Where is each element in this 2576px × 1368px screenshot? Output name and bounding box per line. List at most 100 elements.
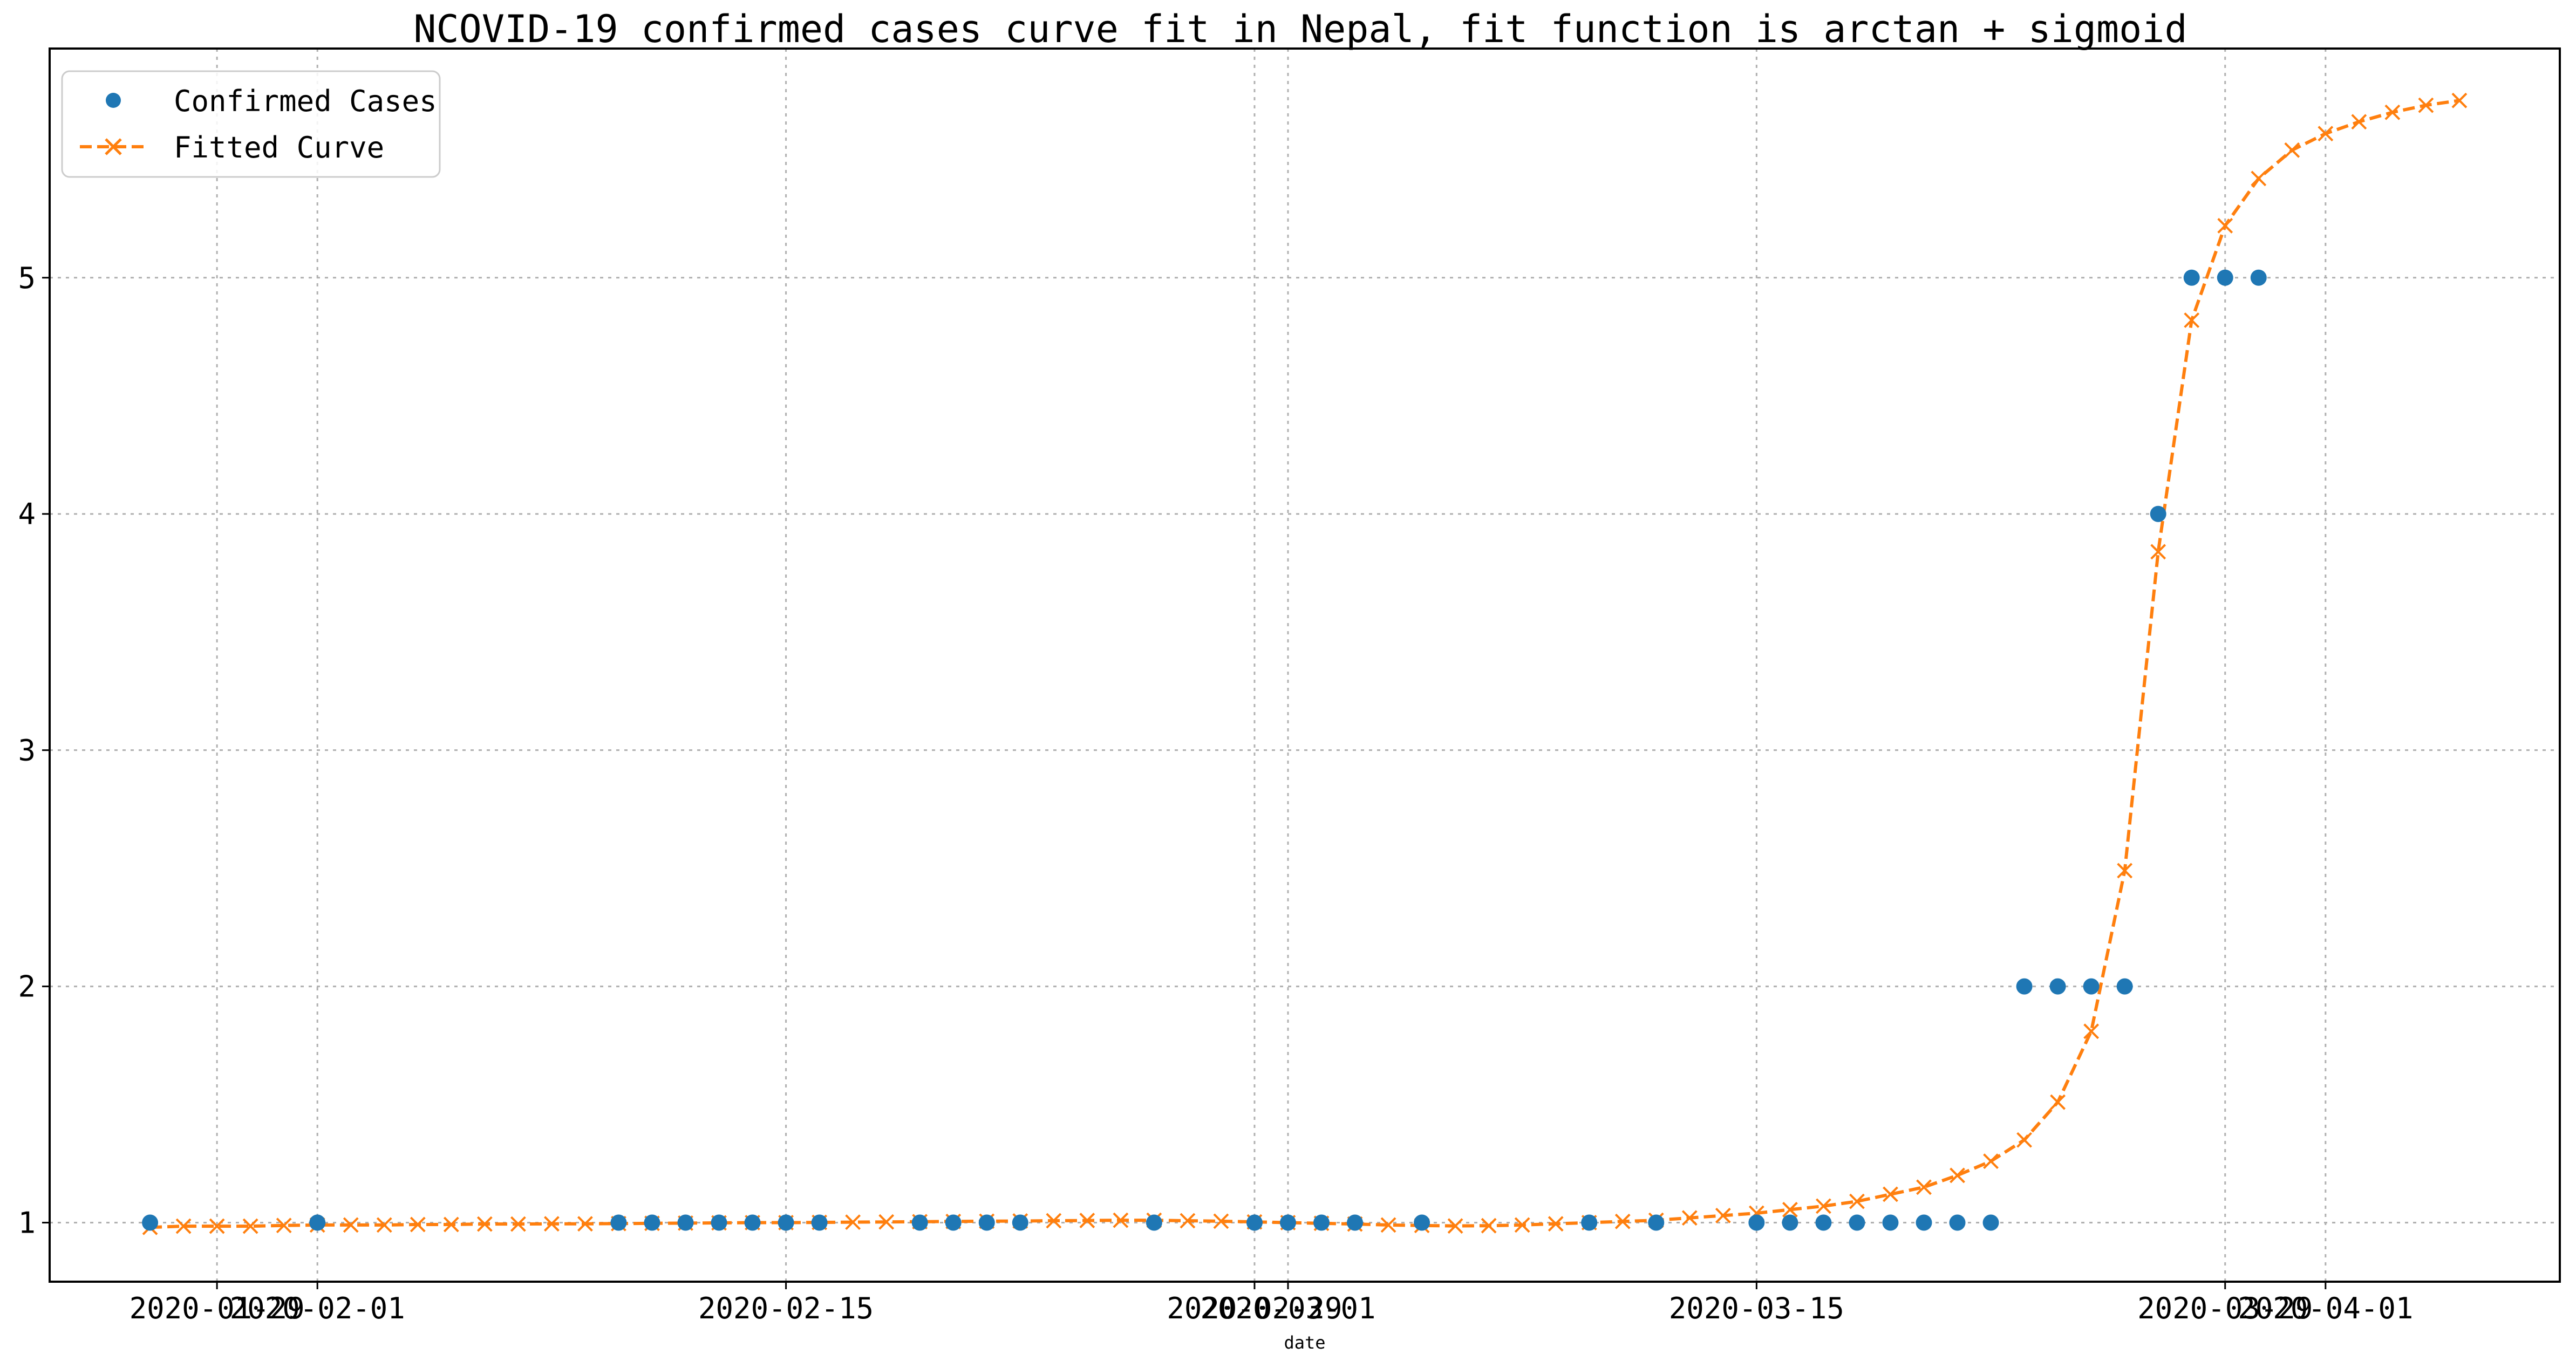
confirmed-case-point: [1782, 1214, 1798, 1231]
confirmed-case-point: [778, 1214, 794, 1231]
fitted-curve-marker: [1481, 1217, 1497, 1234]
confirmed-case-point: [1279, 1214, 1296, 1231]
confirmed-case-point: [1815, 1214, 1832, 1231]
legend-label-fitted-curve: Fitted Curve: [174, 131, 384, 165]
fitted-curve-marker: [2284, 142, 2300, 158]
fitted-curve-marker: [2184, 312, 2200, 329]
fitted-curve-marker: [476, 1216, 493, 1232]
fitted-curve-marker: [1113, 1212, 1129, 1228]
fitted-curve-marker: [510, 1216, 526, 1232]
fitted-curve-marker: [2351, 114, 2367, 130]
confirmed-case-point: [1982, 1214, 1999, 1231]
confirmed-case-point: [1347, 1214, 1364, 1231]
confirmed-case-point: [1313, 1214, 1330, 1231]
confirmed-case-point: [711, 1214, 727, 1231]
fitted-curve-marker: [845, 1214, 861, 1230]
plot-frame: [49, 47, 2561, 1283]
confirmed-case-point: [2250, 269, 2267, 286]
fitted-curve-marker: [1916, 1179, 1932, 1195]
fitted-curve-marker: [276, 1217, 292, 1234]
fitted-curve-marker: [1514, 1217, 1530, 1233]
fitted-curve-marker: [577, 1216, 593, 1232]
fitted-curve-marker: [543, 1216, 560, 1232]
fitted-curve-marker: [2117, 863, 2133, 879]
fitted-curve-marker: [2251, 170, 2267, 187]
fitted-curve-marker: [2451, 92, 2468, 108]
x-tick-label: 2020-01-29: [130, 1291, 305, 1325]
fitted-curve-marker: [1180, 1213, 1196, 1229]
fitted-curve-marker: [1079, 1213, 1095, 1228]
confirmed-case-point: [644, 1214, 660, 1231]
fitted-curve-marker: [1614, 1213, 1631, 1229]
confirmed-case-point: [2049, 978, 2066, 995]
confirmed-case-point: [1849, 1214, 1865, 1231]
fitted-curve-marker: [1950, 1167, 1965, 1184]
confirmed-case-point: [1146, 1214, 1162, 1231]
fitted-curve-marker: [2050, 1094, 2066, 1110]
confirmed-case-point: [2183, 269, 2200, 286]
confirmed-case-point: [1581, 1214, 1598, 1231]
fitted-curve-marker: [1883, 1186, 1898, 1202]
x-tick-label: 2020-03-15: [1669, 1291, 1844, 1325]
confirmed-case-point: [811, 1214, 828, 1231]
x-tick-label: 2020-03-01: [1200, 1291, 1375, 1325]
chart-title: NCOVID-19 confirmed cases curve fit in N…: [413, 7, 2187, 51]
confirmed-case-point: [2116, 978, 2133, 995]
confirmed-case-point: [978, 1214, 995, 1231]
fitted-curve-marker: [1380, 1217, 1396, 1233]
y-tick-label: 3: [18, 734, 36, 768]
fitted-curve-marker: [2016, 1132, 2032, 1148]
confirmed-case-point: [309, 1214, 326, 1231]
fitted-curve-marker: [1548, 1216, 1564, 1232]
fitted-curve-marker: [443, 1216, 459, 1233]
x-tick-label: 2020-04-01: [2238, 1291, 2413, 1325]
fitted-curve-marker: [343, 1217, 359, 1233]
legend-box: [61, 70, 441, 178]
confirmed-case-point: [1246, 1214, 1263, 1231]
fitted-curve-marker: [1849, 1193, 1865, 1209]
confirmed-case-point: [1748, 1214, 1765, 1231]
fitted-curve-marker: [209, 1218, 225, 1234]
x-axis-label: date: [1284, 1332, 1325, 1353]
confirmed-case-point: [911, 1214, 928, 1231]
confirmed-case-point: [2217, 269, 2233, 286]
fitted-curve-marker: [1681, 1210, 1698, 1226]
grid: [50, 49, 2560, 1282]
fitted-curve-marker: [2384, 104, 2401, 120]
confirmed-case-point: [945, 1214, 962, 1231]
y-tick-label: 1: [18, 1206, 36, 1240]
fitted-curve-marker: [1447, 1218, 1463, 1234]
y-tick-label: 4: [18, 497, 36, 531]
confirmed-cases-series: [142, 269, 2267, 1231]
confirmed-case-point: [1949, 1214, 1966, 1231]
legend-marker-confirmed-cases: [106, 93, 121, 108]
fitted-curve-marker: [410, 1216, 426, 1233]
fitted-curve-marker: [1815, 1198, 1831, 1214]
fitted-curve-marker: [1213, 1213, 1229, 1229]
fitted-curve-series: [142, 92, 2468, 1235]
legend-marker-fitted-curve: [105, 138, 122, 155]
legend: Confirmed Cases Fitted Curve: [61, 70, 441, 178]
confirmed-case-point: [677, 1214, 694, 1231]
confirmed-case-point: [1012, 1214, 1028, 1231]
fitted-curve-marker: [2318, 126, 2334, 142]
confirmed-case-point: [744, 1214, 761, 1231]
confirmed-case-point: [2083, 978, 2100, 995]
confirmed-case-point: [610, 1214, 627, 1231]
y-tick-label: 2: [18, 970, 36, 1004]
confirmed-case-point: [142, 1214, 159, 1231]
confirmed-case-point: [1916, 1214, 1932, 1231]
legend-label-confirmed-cases: Confirmed Cases: [174, 84, 437, 118]
x-tick-label: 2020-02-29: [1167, 1291, 1342, 1325]
fitted-curve-marker: [2217, 218, 2233, 234]
fitted-curve-marker: [2418, 97, 2434, 113]
fitted-curve-marker: [878, 1214, 895, 1230]
confirmed-case-point: [2150, 505, 2166, 522]
confirmed-case-point: [1648, 1214, 1665, 1231]
fitted-curve-marker: [1983, 1153, 1999, 1169]
fitted-curve-marker: [1046, 1213, 1062, 1229]
confirmed-case-point: [2016, 978, 2033, 995]
y-axis-ticks: 1 2 3 4 5: [18, 261, 50, 1240]
